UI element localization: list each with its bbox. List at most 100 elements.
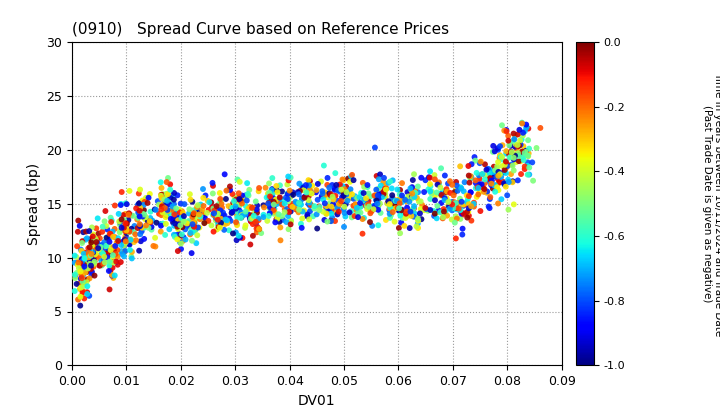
- Point: [102, 254, 113, 260]
- Point: [162, 207, 174, 214]
- Point: [168, 190, 180, 197]
- Point: [193, 209, 204, 215]
- Point: [369, 205, 381, 211]
- Point: [397, 215, 408, 221]
- Point: [242, 191, 253, 197]
- Point: [323, 194, 334, 201]
- Point: [420, 177, 431, 184]
- Point: [86, 252, 98, 259]
- Point: [115, 201, 127, 207]
- Point: [76, 256, 87, 262]
- Point: [351, 194, 363, 201]
- Point: [74, 286, 86, 292]
- Point: [325, 193, 336, 200]
- Point: [484, 205, 495, 211]
- Point: [441, 188, 453, 195]
- Point: [233, 210, 245, 217]
- Point: [96, 242, 107, 249]
- Point: [465, 203, 477, 210]
- Point: [338, 190, 349, 197]
- Point: [121, 230, 132, 237]
- Point: [495, 173, 507, 180]
- Point: [275, 200, 287, 207]
- Point: [195, 201, 207, 208]
- Point: [489, 168, 500, 175]
- Point: [345, 186, 356, 193]
- Point: [157, 209, 168, 216]
- Point: [301, 189, 312, 196]
- Point: [252, 224, 264, 231]
- Point: [164, 181, 176, 188]
- Point: [287, 192, 299, 198]
- Point: [112, 261, 123, 268]
- Point: [365, 206, 377, 213]
- Point: [330, 181, 342, 188]
- Point: [375, 210, 387, 216]
- Point: [156, 192, 167, 198]
- Point: [150, 219, 162, 226]
- Point: [503, 142, 515, 148]
- Point: [401, 208, 413, 215]
- Point: [251, 229, 263, 236]
- Point: [78, 260, 90, 267]
- Point: [72, 228, 84, 235]
- Point: [359, 196, 370, 202]
- Point: [428, 213, 440, 219]
- Point: [92, 245, 104, 252]
- Point: [313, 207, 325, 213]
- Point: [458, 188, 469, 195]
- Point: [190, 227, 202, 234]
- Point: [216, 201, 228, 207]
- Point: [372, 196, 384, 202]
- Point: [313, 203, 325, 210]
- Point: [340, 213, 351, 220]
- Point: [412, 215, 423, 222]
- Point: [140, 222, 152, 229]
- Point: [107, 264, 118, 271]
- Point: [197, 210, 209, 217]
- Point: [303, 188, 315, 195]
- Point: [508, 156, 520, 163]
- Point: [134, 213, 145, 220]
- Point: [117, 238, 129, 245]
- Point: [266, 206, 278, 213]
- Point: [135, 238, 147, 244]
- Point: [305, 189, 316, 196]
- Point: [466, 173, 477, 180]
- Point: [379, 186, 390, 193]
- Point: [487, 168, 498, 175]
- Point: [143, 194, 154, 201]
- Point: [469, 157, 481, 164]
- Point: [81, 249, 92, 256]
- Point: [285, 218, 297, 225]
- Point: [377, 178, 389, 185]
- Point: [390, 198, 401, 205]
- Point: [120, 223, 131, 230]
- Point: [247, 233, 258, 239]
- Point: [523, 145, 535, 152]
- Point: [309, 205, 320, 212]
- Point: [106, 217, 117, 224]
- Point: [78, 249, 90, 256]
- Point: [266, 186, 278, 192]
- Point: [239, 224, 251, 231]
- Point: [500, 158, 512, 165]
- Point: [408, 171, 420, 178]
- Point: [156, 212, 167, 218]
- Point: [116, 224, 127, 231]
- Point: [77, 278, 89, 285]
- Point: [155, 228, 166, 235]
- Point: [304, 202, 315, 209]
- Point: [133, 200, 145, 207]
- Point: [450, 200, 462, 207]
- Point: [223, 227, 235, 234]
- Point: [268, 203, 279, 210]
- Point: [513, 158, 525, 165]
- Point: [84, 228, 95, 234]
- Point: [364, 219, 376, 226]
- Point: [225, 218, 236, 224]
- Point: [214, 224, 225, 231]
- Point: [484, 166, 495, 173]
- Point: [450, 186, 462, 193]
- Point: [517, 154, 528, 160]
